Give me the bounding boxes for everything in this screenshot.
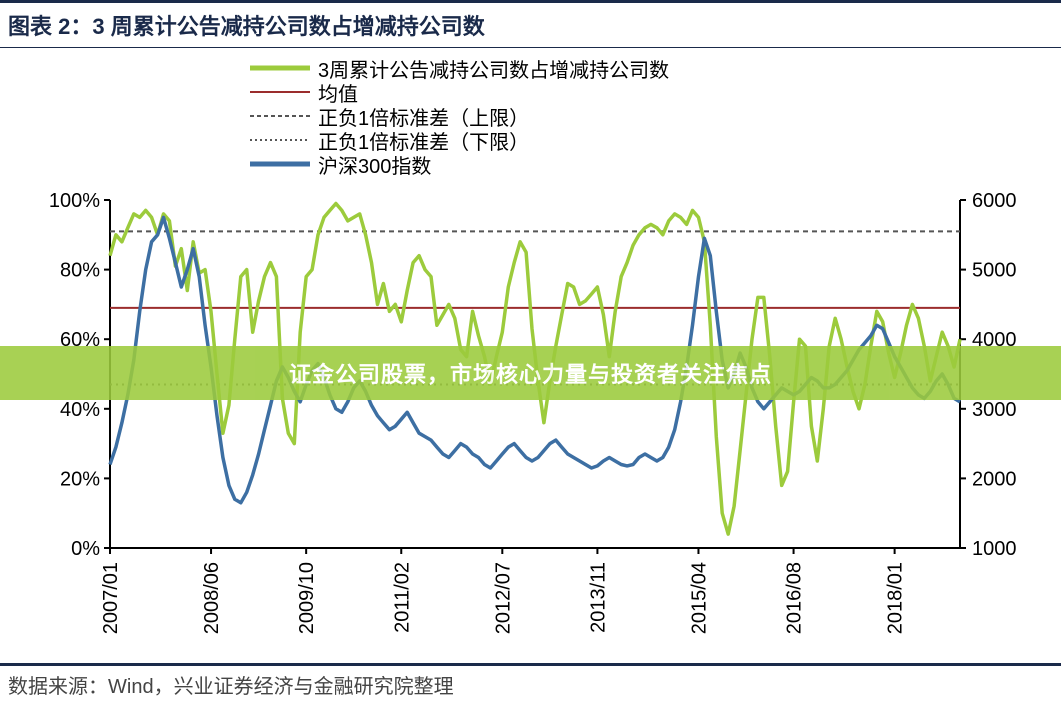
- legend-swatch: [250, 85, 310, 99]
- title-bar: 图表 2：3 周累计公告减持公司数占增减持公司数: [0, 0, 1061, 48]
- legend-swatch: [250, 133, 310, 147]
- svg-text:3000: 3000: [972, 399, 1017, 421]
- figure-title: 图表 2：3 周累计公告减持公司数占增减持公司数: [8, 14, 485, 39]
- svg-text:2012/07: 2012/07: [492, 562, 514, 634]
- svg-text:80%: 80%: [60, 260, 100, 282]
- legend-swatch: [250, 157, 310, 171]
- svg-text:2009/10: 2009/10: [296, 562, 318, 634]
- legend-item: 正负1倍标准差（上限）: [250, 104, 669, 128]
- legend-item: 正负1倍标准差（下限）: [250, 128, 669, 152]
- legend-label: 3周累计公告减持公司数占增减持公司数: [318, 54, 669, 83]
- legend-item: 沪深300指数: [250, 152, 669, 176]
- svg-text:1000: 1000: [972, 538, 1017, 560]
- svg-text:40%: 40%: [60, 399, 100, 421]
- svg-text:20%: 20%: [60, 468, 100, 490]
- svg-text:2007/01: 2007/01: [100, 562, 122, 634]
- watermark-text: 证金公司股票，市场核心力量与投资者关注焦点: [289, 357, 772, 389]
- svg-text:2015/04: 2015/04: [688, 562, 710, 634]
- watermark-overlay: 证金公司股票，市场核心力量与投资者关注焦点: [0, 346, 1061, 400]
- legend-item: 3周累计公告减持公司数占增减持公司数: [250, 56, 669, 80]
- legend-swatch: [250, 61, 310, 75]
- svg-text:2013/11: 2013/11: [587, 562, 609, 633]
- legend-label: 沪深300指数: [318, 150, 431, 179]
- svg-text:100%: 100%: [50, 190, 100, 212]
- svg-text:2008/06: 2008/06: [201, 562, 223, 634]
- legend-swatch: [250, 109, 310, 123]
- legend: 3周累计公告减持公司数占增减持公司数均值正负1倍标准差（上限）正负1倍标准差（下…: [250, 56, 669, 176]
- svg-text:2016/08: 2016/08: [784, 562, 806, 634]
- svg-text:2000: 2000: [972, 468, 1017, 490]
- footer-bar: 数据来源：Wind，兴业证券经济与金融研究院整理: [0, 663, 1061, 707]
- footer-source: 数据来源：Wind，兴业证券经济与金融研究院整理: [8, 676, 454, 698]
- legend-item: 均值: [250, 80, 669, 104]
- figure-container: 图表 2：3 周累计公告减持公司数占增减持公司数 3周累计公告减持公司数占增减持…: [0, 0, 1061, 707]
- svg-text:2011/02: 2011/02: [391, 562, 413, 633]
- svg-text:2018/01: 2018/01: [885, 562, 907, 634]
- svg-text:6000: 6000: [972, 190, 1017, 212]
- svg-text:5000: 5000: [972, 260, 1017, 282]
- svg-text:0%: 0%: [71, 538, 100, 560]
- chart-plot: 0%20%40%60%80%100%1000200030004000500060…: [50, 190, 1030, 688]
